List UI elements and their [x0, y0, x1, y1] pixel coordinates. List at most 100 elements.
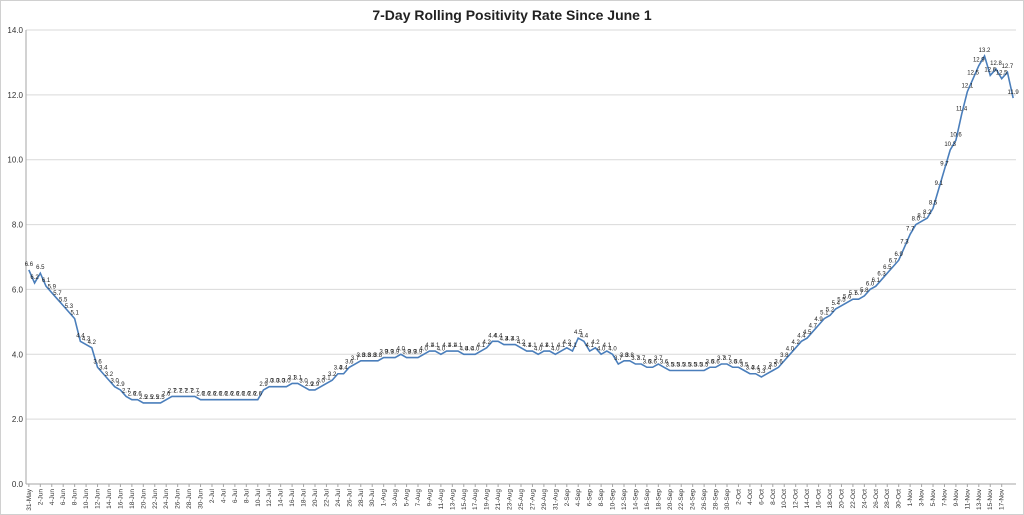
x-tick-label: 6-Oct [758, 489, 765, 505]
data-label: 3.4 [746, 366, 755, 372]
gridlines [25, 29, 1016, 485]
x-tick-label: 30-Sep [724, 489, 731, 510]
data-label: 3.6 [345, 359, 354, 365]
data-label: 2.7 [173, 388, 182, 394]
data-label: 9.1 [935, 181, 944, 187]
x-tick-label: 14-Jun [106, 489, 113, 509]
data-label: 4.0 [460, 346, 469, 352]
data-label: 2.5 [151, 395, 160, 401]
data-label: 3.4 [763, 366, 772, 372]
x-tick-label: 15-Nov [987, 488, 994, 510]
data-label: 3.1 [288, 375, 297, 381]
data-label: 4.1 [454, 343, 463, 349]
x-tick-label: 4-Jul [220, 488, 227, 503]
x-tick-label: 12-Jul [266, 488, 273, 506]
data-label: 4.1 [568, 343, 577, 349]
data-label: 3.8 [620, 353, 629, 359]
data-label: 3.9 [385, 350, 394, 356]
data-label: 3.6 [774, 359, 783, 365]
x-tick-label: 30-Jul [369, 488, 376, 506]
data-label: 2.7 [185, 388, 194, 394]
data-label: 4.0 [397, 346, 406, 352]
data-label: 3.6 [734, 359, 743, 365]
data-label: 2.9 [311, 382, 320, 388]
data-label: 4.0 [420, 346, 429, 352]
data-label: 3.8 [780, 353, 789, 359]
data-label: 3.9 [402, 350, 411, 356]
x-tick-label: 13-Nov [976, 488, 983, 510]
data-label: 4.0 [465, 346, 474, 352]
data-label: 2.6 [219, 392, 228, 398]
data-label: 12.1 [962, 84, 974, 90]
x-tick-label: 28-Jun [186, 489, 193, 509]
data-label: 2.6 [225, 392, 234, 398]
data-label: 2.6 [242, 392, 251, 398]
data-label: 3.0 [299, 379, 308, 385]
x-tick-label: 29-Aug [541, 489, 548, 510]
x-tick-label: 2-Jul [209, 488, 216, 503]
data-label: 3.5 [694, 363, 703, 369]
x-tick-label: 9-Nov [953, 488, 960, 506]
data-label: 3.5 [677, 363, 686, 369]
x-tick-label: 5-Nov [930, 488, 937, 506]
data-label: 2.9 [305, 382, 314, 388]
x-tick-label: 31-May [26, 488, 33, 510]
data-label: 3.9 [414, 350, 423, 356]
data-label: 4.3 [505, 337, 514, 343]
data-label: 3.2 [328, 372, 337, 378]
data-label: 6.5 [36, 265, 45, 271]
data-label: 12.8 [990, 61, 1002, 67]
data-label: 4.1 [523, 343, 532, 349]
data-label: 4.1 [477, 343, 486, 349]
data-label: 5.3 [65, 304, 74, 310]
data-label: 5.7 [854, 291, 863, 297]
x-tick-label: 14-Sep [632, 489, 639, 510]
data-label: 4.0 [608, 346, 617, 352]
data-label: 7.3 [900, 239, 909, 245]
x-tick-label: 31-Aug [552, 489, 559, 510]
data-label: 4.0 [471, 346, 480, 352]
data-label: 3.7 [723, 356, 732, 362]
data-label: 4.2 [563, 340, 572, 346]
data-label: 4.0 [437, 346, 446, 352]
data-label: 3.9 [379, 350, 388, 356]
y-tick-label: 6.0 [12, 285, 24, 294]
data-label: 10.3 [944, 142, 956, 148]
x-tick-label: 24-Oct [861, 489, 868, 509]
data-label: 2.6 [231, 392, 240, 398]
data-label: 4.1 [603, 343, 612, 349]
data-label: 11.4 [956, 106, 968, 112]
data-labels: 6.66.26.56.15.95.75.55.35.14.44.34.23.63… [25, 48, 1020, 401]
x-tick-label: 11-Aug [438, 489, 445, 510]
data-label: 4.0 [786, 346, 795, 352]
data-label: 2.6 [248, 392, 257, 398]
x-tick-label: 30-Jun [198, 489, 205, 509]
data-label: 9.7 [940, 161, 949, 167]
x-tick-label: 9-Aug [426, 489, 433, 507]
data-label: 2.7 [122, 388, 131, 394]
data-label: 3.8 [357, 353, 366, 359]
x-tick-label: 16-Jun [117, 489, 124, 509]
data-label: 3.7 [351, 356, 360, 362]
y-tick-label: 8.0 [12, 221, 24, 230]
chart-title: 7-Day Rolling Positivity Rate Since June… [372, 7, 652, 23]
data-label: 2.6 [214, 392, 223, 398]
x-axis-ticks: 31-May 2-Jun 4-Jun 6-Jun 8-Jun 10-Jun 12-Jun 14… [26, 484, 1006, 511]
x-tick-label: 20-Sep [667, 489, 674, 510]
data-label: 3.0 [317, 379, 326, 385]
data-label: 3.0 [271, 379, 280, 385]
data-label: 5.8 [860, 288, 869, 294]
x-tick-label: 18-Jun [129, 489, 136, 509]
data-label: 2.6 [128, 392, 137, 398]
data-label: 4.4 [76, 333, 85, 339]
y-tick-label: 14.0 [7, 26, 23, 35]
data-label: 4.4 [494, 333, 503, 339]
x-tick-label: 24-Sep [690, 489, 697, 510]
data-label: 3.9 [408, 350, 417, 356]
x-tick-label: 6-Jun [60, 489, 67, 506]
x-tick-label: 22-Jun [152, 489, 159, 509]
x-tick-label: 25-Aug [518, 489, 525, 510]
x-tick-label: 14-Jul [278, 488, 285, 506]
data-label: 3.8 [368, 353, 377, 359]
data-label: 3.7 [654, 356, 663, 362]
